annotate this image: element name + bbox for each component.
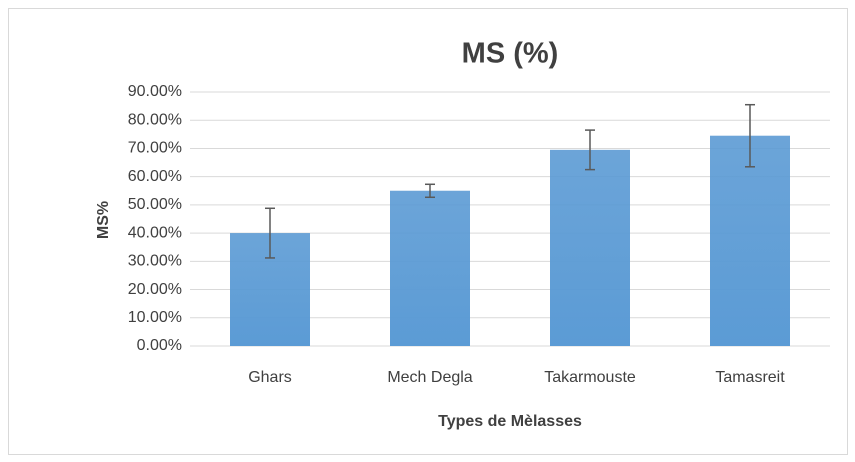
y-tick-label: 0.00%	[137, 337, 182, 354]
y-tick-label: 70.00%	[128, 140, 182, 157]
y-axis-label: MS%	[95, 201, 112, 239]
x-tick-label: Mech Degla	[387, 369, 472, 386]
y-tick-label: 20.00%	[128, 281, 182, 298]
bar	[550, 149, 630, 346]
chart-title: MS (%)	[462, 38, 559, 70]
error-bar	[265, 207, 275, 259]
x-axis-label: Types de Mèlasses	[438, 413, 582, 430]
y-tick-label: 80.00%	[128, 111, 182, 128]
y-tick-label: 30.00%	[128, 253, 182, 270]
y-tick-label: 60.00%	[128, 168, 182, 185]
x-tick-label: Takarmouste	[544, 369, 636, 386]
y-tick-label: 10.00%	[128, 309, 182, 326]
error-bar	[425, 183, 435, 199]
x-tick-label: Tamasreit	[715, 369, 785, 386]
error-bar	[745, 103, 755, 168]
error-bar	[585, 129, 595, 171]
y-tick-label: 40.00%	[128, 224, 182, 241]
bar	[710, 135, 790, 346]
x-tick-label: Ghars	[248, 369, 292, 386]
y-tick-label: 50.00%	[128, 196, 182, 213]
bar	[390, 190, 470, 346]
y-tick-label: 90.00%	[128, 83, 182, 100]
